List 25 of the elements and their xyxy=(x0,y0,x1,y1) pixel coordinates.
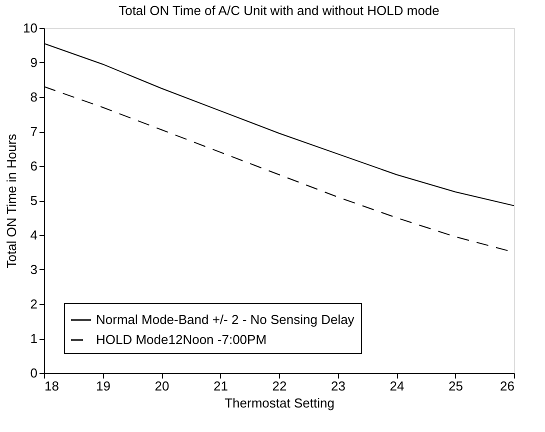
x-tick-label: 21 xyxy=(214,378,228,394)
x-tick-label: 23 xyxy=(331,378,346,394)
x-tick-label: 20 xyxy=(154,378,170,394)
y-tick-label: 8 xyxy=(30,90,38,104)
y-tick-label: 0 xyxy=(30,366,38,380)
y-tick-label: 6 xyxy=(30,158,38,174)
y-tick-label: 2 xyxy=(30,296,38,312)
y-tick-label: 4 xyxy=(30,228,38,242)
y-tick-label: 10 xyxy=(23,20,38,36)
legend-label: HOLD Mode12Noon -7:00PM xyxy=(96,332,267,347)
x-tick-label: 26 xyxy=(500,378,514,394)
y-axis-title: Total ON Time in Hours xyxy=(4,133,20,268)
chart-title: Total ON Time of A/C Unit with and without HOLD mode xyxy=(118,3,440,18)
x-axis-title: Thermostat Setting xyxy=(224,396,334,410)
x-tick-label: 22 xyxy=(272,378,287,394)
x-tick-label: 24 xyxy=(390,378,404,394)
y-tick-label: 3 xyxy=(30,262,38,277)
y-tick-label: 9 xyxy=(30,55,38,70)
y-tick-label: 1 xyxy=(30,331,38,346)
x-tick-label: 18 xyxy=(44,378,59,394)
x-tick-label: 19 xyxy=(96,378,110,394)
y-tick-label: 7 xyxy=(30,124,38,139)
x-tick-label: 25 xyxy=(448,378,463,394)
y-tick-label: 5 xyxy=(30,193,38,208)
legend-label: Normal Mode-Band +/- 2 - No Sensing Delay xyxy=(96,312,355,327)
